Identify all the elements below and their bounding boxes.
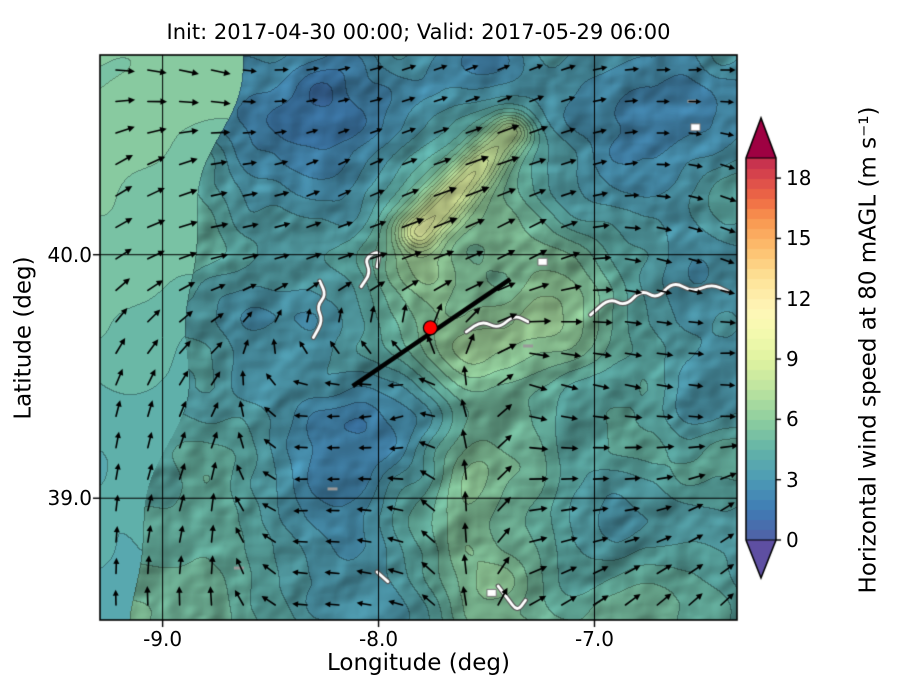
colorbar-label-container: Horizontal wind speed at 80 mAGL (m s⁻¹)	[842, 0, 894, 700]
plot-title: Init: 2017-04-30 00:00; Valid: 2017-05-2…	[166, 20, 671, 44]
y-tick-label: 40.0	[47, 242, 92, 267]
colorbar-tick-label: 3	[786, 467, 799, 492]
colorbar-label: Horizontal wind speed at 80 mAGL (m s⁻¹)	[855, 106, 882, 594]
colorbar-tick-label: 6	[786, 407, 799, 432]
x-tick-label: -7.0	[574, 627, 614, 651]
colorbar-tick-label: 9	[786, 347, 799, 372]
x-tick-label: -8.0	[359, 627, 399, 651]
colorbar-tick-label: 18	[786, 166, 812, 191]
x-tick-label: -9.0	[143, 627, 183, 651]
colorbar-tick-label: 0	[786, 528, 799, 552]
x-axis-label: Longitude (deg)	[326, 650, 510, 676]
y-axis-label: Latitude (deg)	[11, 255, 37, 420]
colorbar-tick-label: 12	[786, 286, 812, 311]
y-tick-label: 39.0	[47, 486, 92, 511]
y-axis-label-container: Latitude (deg)	[2, 55, 46, 620]
colorbar-tick-label: 15	[786, 226, 812, 251]
